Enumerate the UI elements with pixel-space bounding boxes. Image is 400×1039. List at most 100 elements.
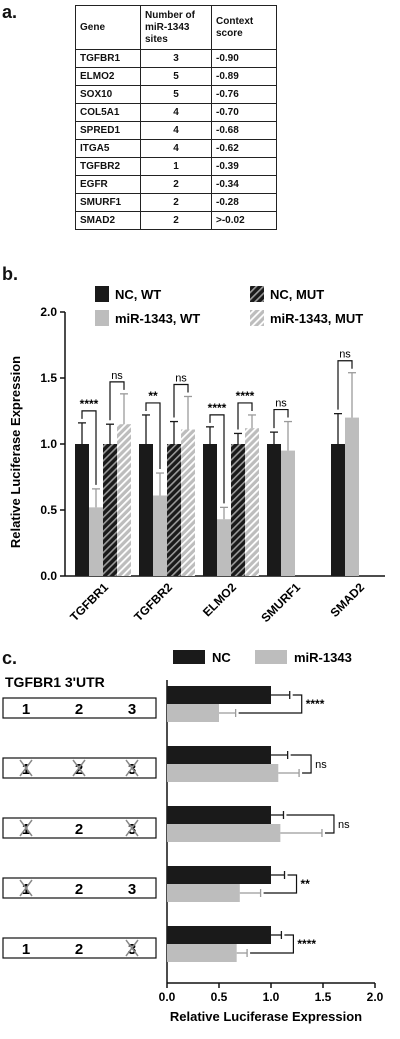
table-cell-gene: SMAD2 <box>75 211 141 230</box>
utr-construct-box <box>2 697 157 719</box>
table-cell-context: -0.34 <box>211 175 277 194</box>
x-tick-label: SMURF1 <box>258 580 303 625</box>
luciferase-bar-chart: 0.0 0.5 1.0 1.5 2.0 Relative Luciferase Expre… <box>8 286 385 625</box>
table-row: TGFBR2 1 -0.39 <box>75 157 277 176</box>
table-row: SOX10 5 -0.76 <box>75 85 277 104</box>
bar <box>331 444 345 576</box>
utr-site-label: 1 <box>22 821 30 838</box>
bar <box>75 444 89 576</box>
table-cell-context: >-0.02 <box>211 211 277 230</box>
table-cell-sites: 4 <box>140 139 212 158</box>
table-cell-gene: ITGA5 <box>75 139 141 158</box>
table-header-context: Context score <box>211 5 277 50</box>
bar <box>167 884 240 902</box>
bar <box>117 424 131 576</box>
legend-swatch <box>250 310 264 326</box>
bar <box>167 824 281 842</box>
significance-bracket <box>209 414 225 504</box>
target-gene-table: Gene Number of miR-1343 sites Context sc… <box>75 5 277 230</box>
table-cell-sites: 5 <box>140 67 212 86</box>
table-cell-gene: COL5A1 <box>75 103 141 122</box>
bar <box>139 444 153 576</box>
table-cell-gene: TGFBR1 <box>75 49 141 68</box>
legend-swatch <box>250 286 264 302</box>
site-mutation-mark <box>125 759 139 777</box>
table-cell-gene: SMURF1 <box>75 193 141 212</box>
utr-site-label: 2 <box>75 761 83 778</box>
table-row: SMURF1 2 -0.28 <box>75 193 277 212</box>
significance-bracket <box>145 402 161 470</box>
utr-site-label: 2 <box>75 941 83 958</box>
table-cell-context: -0.70 <box>211 103 277 122</box>
legend-swatch <box>173 650 205 664</box>
bar <box>231 444 245 576</box>
table-row: ELMO2 5 -0.89 <box>75 67 277 86</box>
significance-label: ** <box>148 389 158 403</box>
table-cell-sites: 1 <box>140 157 212 176</box>
x-tick-label: SMAD2 <box>328 580 368 620</box>
table-header-gene: Gene <box>75 5 141 50</box>
significance-bracket <box>238 694 303 714</box>
site-mutation-mark <box>72 759 86 777</box>
table-cell-gene: SPRED1 <box>75 121 141 140</box>
utr-construct-box <box>2 817 157 839</box>
x-tick-label: ELMO2 <box>200 580 239 619</box>
site-mutation-mark <box>125 939 139 957</box>
table-cell-context: -0.68 <box>211 121 277 140</box>
bar <box>167 686 271 704</box>
table-cell-context: -0.89 <box>211 67 277 86</box>
significance-bracket <box>237 402 253 430</box>
significance-label: ns <box>175 372 187 384</box>
table-cell-gene: EGFR <box>75 175 141 194</box>
bar <box>203 444 217 576</box>
legend-swatch <box>255 650 287 664</box>
table-cell-sites: 5 <box>140 85 212 104</box>
tgfbr1-utr-chart: NC miR-1343 TGFBR1 3'UTR 0.0 0.5 1.0 1.5 2.0 Rel… <box>2 650 384 1024</box>
table-cell-gene: TGFBR2 <box>75 157 141 176</box>
utr-site-label: 1 <box>22 881 30 898</box>
utr-site-label: 3 <box>128 701 136 718</box>
panel-label-a: a. <box>2 2 18 22</box>
site-mutation-mark <box>125 819 139 837</box>
bar <box>267 444 281 576</box>
bar <box>153 495 167 576</box>
significance-label: **** <box>306 697 325 711</box>
legend-label: miR-1343, MUT <box>270 311 363 326</box>
table-cell-sites: 4 <box>140 121 212 140</box>
bar <box>167 746 271 764</box>
x-tick-label: 0.0 <box>159 990 176 1004</box>
significance-bracket <box>290 754 312 774</box>
bar <box>181 429 195 576</box>
utr-site-label: 2 <box>75 881 83 898</box>
utr-site-label: 1 <box>22 941 30 958</box>
significance-label: ** <box>301 877 311 891</box>
table-cell-sites: 3 <box>140 49 212 68</box>
bar <box>167 926 271 944</box>
significance-bracket <box>286 814 335 834</box>
utr-site-label: 1 <box>22 761 30 778</box>
table-cell-context: -0.39 <box>211 157 277 176</box>
significance-label: ns <box>339 349 351 361</box>
significance-bracket <box>263 874 298 894</box>
significance-bracket <box>273 408 289 429</box>
significance-label: **** <box>80 397 99 411</box>
significance-bracket <box>173 383 189 418</box>
table-row: SPRED1 4 -0.68 <box>75 121 277 140</box>
bar <box>245 428 259 576</box>
table-cell-gene: ELMO2 <box>75 67 141 86</box>
table-header-sites: Number of miR-1343 sites <box>140 5 212 50</box>
significance-label: ns <box>275 398 287 410</box>
x-tick-label: 0.5 <box>211 990 228 1004</box>
table-cell-context: -0.90 <box>211 49 277 68</box>
significance-label: ns <box>111 370 123 382</box>
bar <box>281 450 295 576</box>
significance-bracket <box>337 360 353 410</box>
significance-label: **** <box>297 937 316 951</box>
y-tick-label: 1.0 <box>40 437 57 451</box>
panel-label-c: c. <box>2 648 18 668</box>
table-cell-context: -0.62 <box>211 139 277 158</box>
utr-site-label: 1 <box>22 701 30 718</box>
utr-site-label: 3 <box>128 761 136 778</box>
legend-label: NC <box>212 650 231 665</box>
bar <box>167 866 271 884</box>
